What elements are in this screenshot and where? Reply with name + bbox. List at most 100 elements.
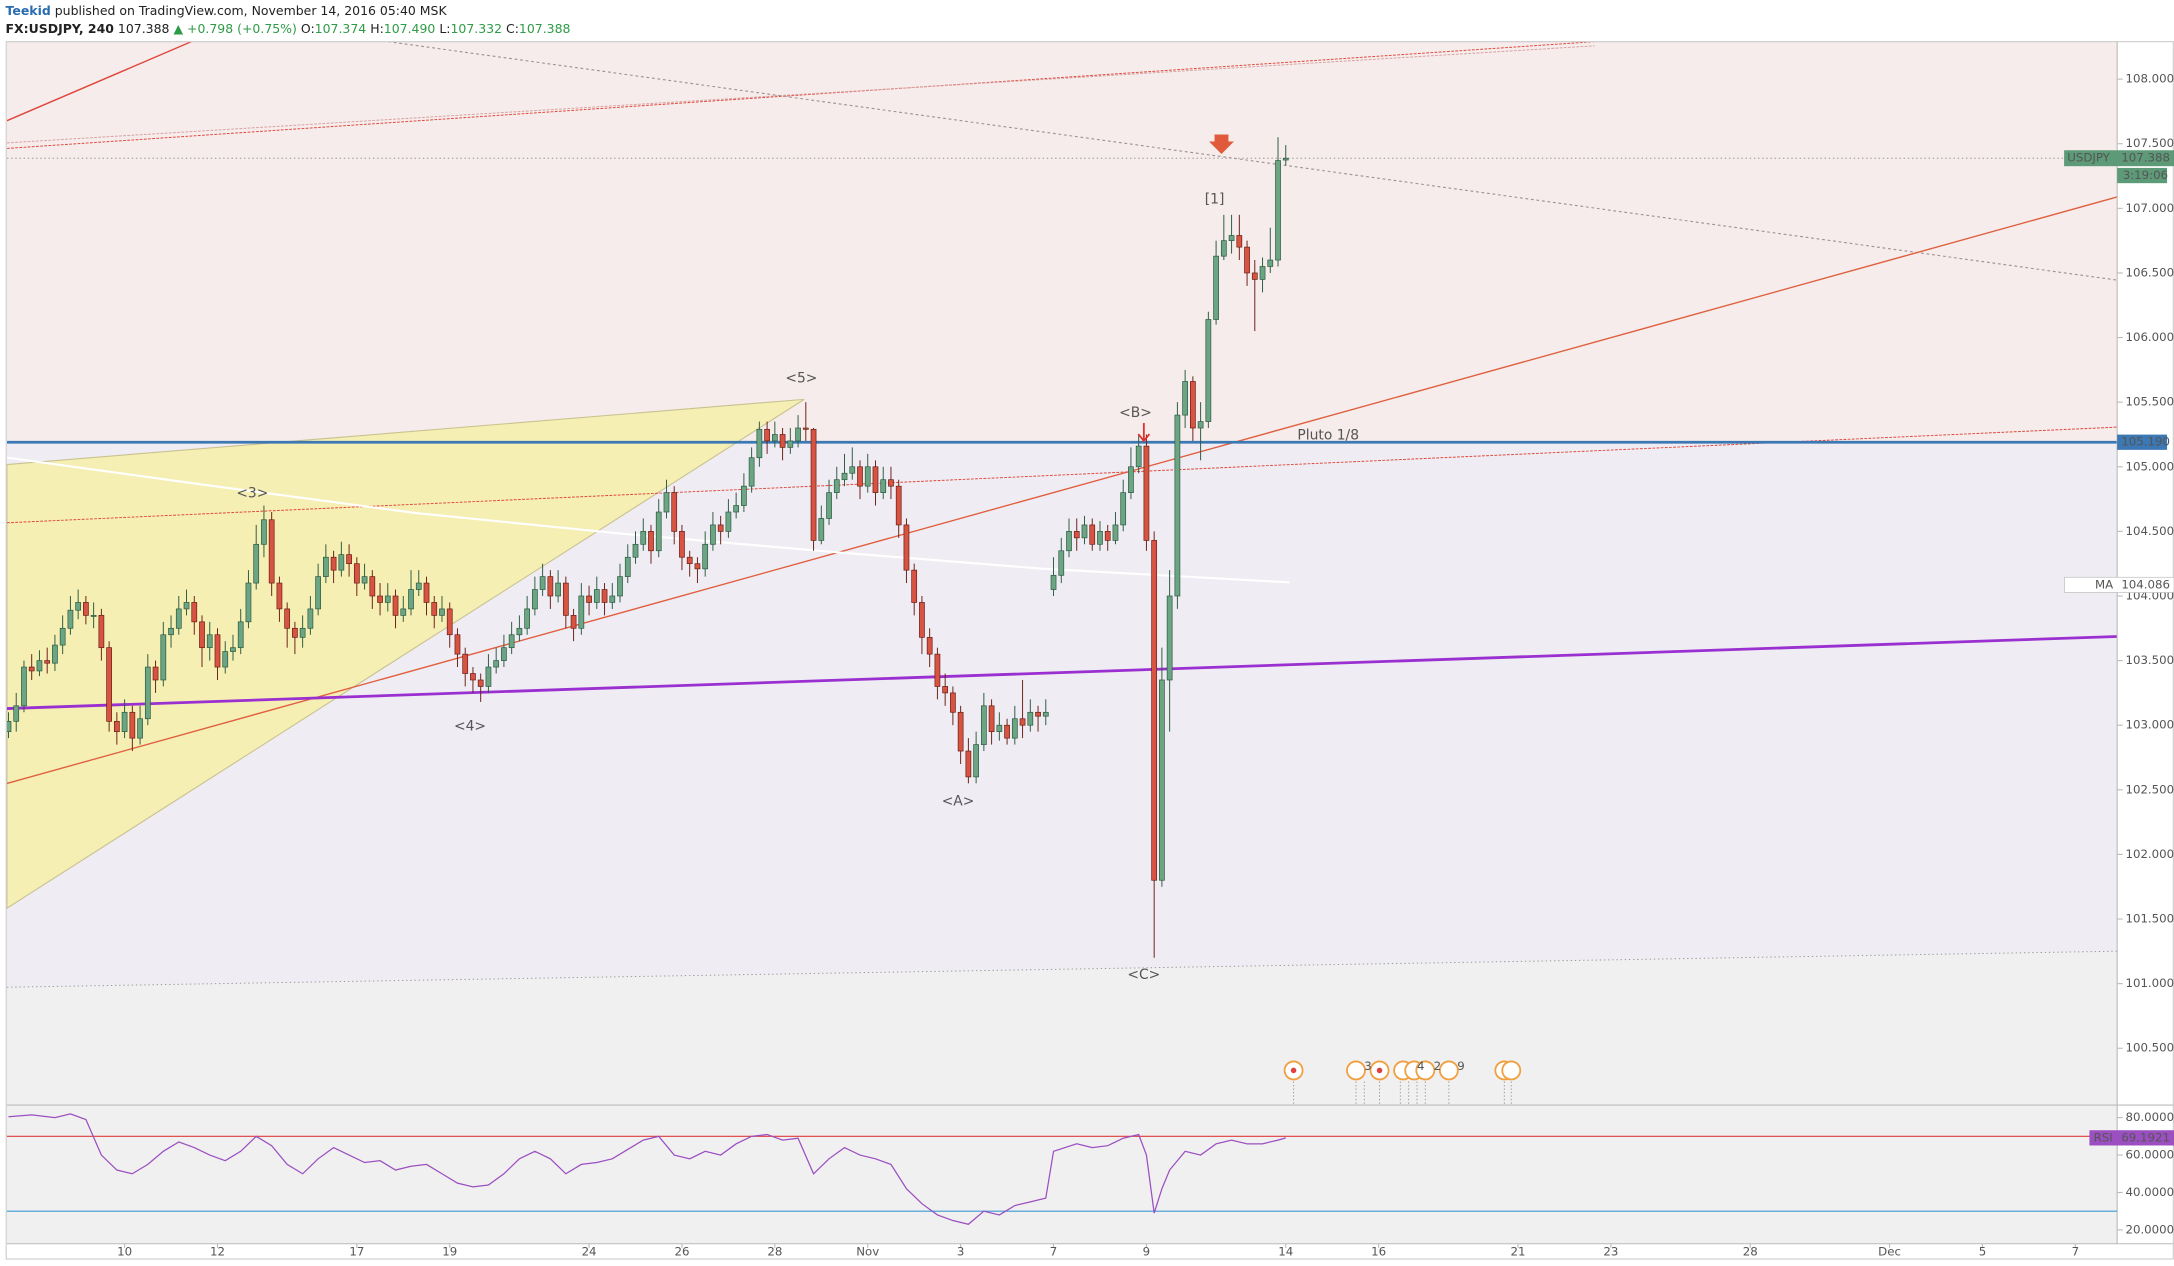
backgrounds <box>6 41 2118 1244</box>
hline-tag-box <box>2117 434 2168 450</box>
events: 3 4 2 9 <box>1283 1059 1522 1106</box>
candle-body <box>13 705 20 722</box>
candle-body <box>640 531 647 545</box>
candle-body <box>1159 679 1165 881</box>
candle-body <box>1282 157 1289 161</box>
frame <box>5 41 2174 1260</box>
x-tick-label: 12 <box>210 1245 225 1259</box>
candle-body <box>795 427 801 442</box>
candle-body <box>501 647 507 661</box>
y-tick-label: 102.500 <box>2125 782 2174 796</box>
candle-body <box>369 576 376 597</box>
y-tick-label: 105.000 <box>2125 459 2174 473</box>
candle-body <box>671 492 678 532</box>
candle-body <box>1267 259 1274 267</box>
candle-body <box>679 531 685 558</box>
candle-body <box>919 602 925 638</box>
candle-body <box>725 511 732 532</box>
low: 107.332 <box>450 21 502 36</box>
candle-body <box>276 582 283 610</box>
axes <box>5 41 2174 1260</box>
price-tag-box <box>2064 150 2174 167</box>
candle-body <box>1205 319 1212 422</box>
candle-body <box>1112 524 1119 541</box>
candle-body <box>702 543 709 570</box>
candle-body <box>1182 381 1188 416</box>
ma-line <box>6 456 1290 584</box>
rsi-y-tick-label: 60.0000 <box>2125 1148 2174 1162</box>
candle-body <box>802 427 809 430</box>
candle-body <box>245 582 252 623</box>
x-tick-label: 3 <box>957 1245 965 1259</box>
candle-body <box>826 492 832 519</box>
candle-body <box>1027 711 1034 726</box>
candle-body <box>152 666 159 681</box>
rsi-tag-value: 69.1921 <box>2121 1130 2170 1144</box>
candle-body <box>1166 595 1173 681</box>
arrow <box>1209 134 1234 154</box>
rsi-tag-name: RSI <box>2094 1130 2113 1144</box>
candle-body <box>168 627 174 636</box>
hline-tag: 105.190 <box>2121 435 2170 449</box>
change: ▲ +0.798 (+0.75%) <box>173 21 296 36</box>
candle-body <box>895 485 902 526</box>
y-tick-label: 105.500 <box>2125 395 2174 409</box>
candle-body <box>532 589 538 610</box>
candle-body <box>586 595 592 603</box>
x-tick-label: 28 <box>1743 1245 1758 1259</box>
event-count: 4 <box>1417 1059 1425 1073</box>
candle-body <box>1213 255 1219 320</box>
candle-body <box>1259 266 1266 280</box>
event-count: 9 <box>1457 1059 1465 1073</box>
candle-body <box>632 543 639 558</box>
candle-body <box>524 608 530 629</box>
candle-body <box>377 595 383 603</box>
candle-body <box>106 647 112 722</box>
x-tick-label: 16 <box>1371 1245 1386 1259</box>
ma-tag-text: 104.086 <box>2121 577 2170 591</box>
x-tick-label: 7 <box>1050 1245 1058 1259</box>
rsi-y-tick-label: 80.0000 <box>2125 1110 2174 1124</box>
candle-body <box>28 666 35 672</box>
published: published on TradingView.com, November 1… <box>55 3 448 18</box>
candle-body <box>1058 550 1065 576</box>
y-tick-label: 107.000 <box>2125 201 2174 215</box>
ma-tag-text: MA <box>2095 577 2113 591</box>
candle-body <box>144 666 151 720</box>
candle-body <box>911 569 918 603</box>
candle-body <box>113 720 120 733</box>
candle-body <box>52 644 58 664</box>
candle-body <box>261 519 267 545</box>
candle-body <box>1236 235 1243 248</box>
candle-body <box>771 434 778 442</box>
candle-body <box>408 589 414 610</box>
candle-body <box>710 524 716 545</box>
candle-body <box>1251 272 1258 280</box>
l-label: L: <box>439 21 450 36</box>
candle-body <box>1143 445 1150 541</box>
x-tick-label: 19 <box>442 1245 457 1259</box>
candle-body <box>121 711 128 733</box>
candle-body <box>222 651 229 668</box>
open: 107.374 <box>315 21 367 36</box>
candle-body <box>1035 711 1041 717</box>
candle-body <box>562 582 569 616</box>
last: 107.388 <box>118 21 170 36</box>
candle-body <box>965 750 972 778</box>
candle-body <box>957 711 964 752</box>
x-tick-label: 7 <box>2072 1245 2080 1259</box>
candle-body <box>764 428 770 442</box>
rsi-tag-box <box>2089 1130 2174 1146</box>
candle-body <box>44 660 51 664</box>
candle-body <box>36 660 43 672</box>
candle-body <box>206 634 213 649</box>
candle-body <box>547 576 554 597</box>
x-tick-label: Nov <box>856 1245 879 1259</box>
candle-body <box>818 518 825 541</box>
candle-body <box>980 705 987 745</box>
candle-body <box>75 602 82 611</box>
y-tick-label: 100.500 <box>2125 1041 2174 1055</box>
wave-label: <B> <box>1119 405 1152 421</box>
candle-body <box>493 660 500 668</box>
